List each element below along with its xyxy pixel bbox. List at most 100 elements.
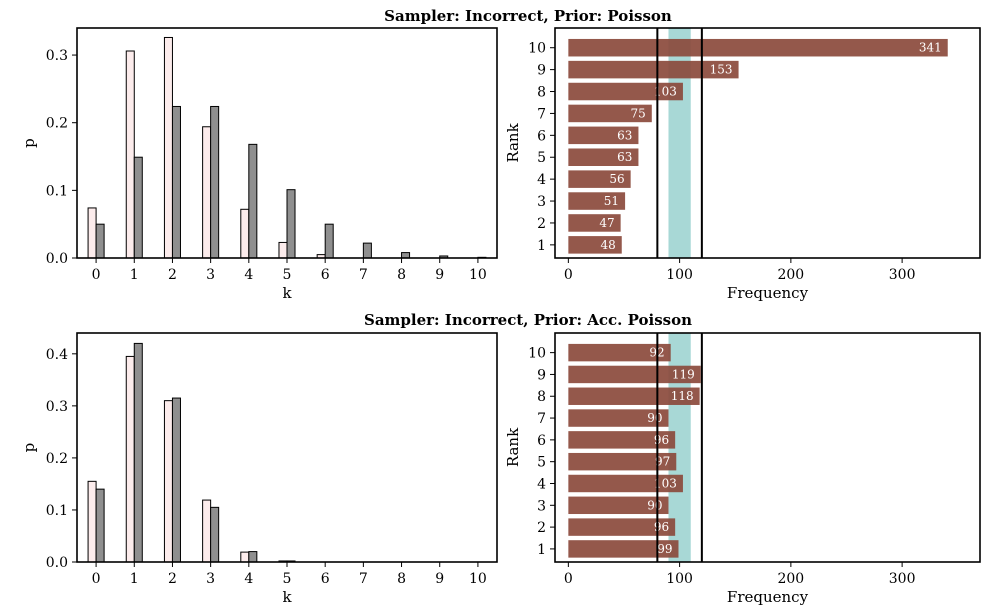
rank-ytick-label: 8: [537, 85, 546, 101]
pmf-bar-s0-k0: [87, 480, 97, 563]
pmf-xtick-label: 7: [359, 267, 368, 283]
pmf-xtick-label: 9: [435, 267, 444, 283]
rank-ytick-label: 6: [537, 128, 546, 144]
rank-ylabel: Rank: [504, 427, 522, 467]
pmf-xtick-label: 4: [244, 571, 253, 587]
pmf-xtick-label: 10: [469, 571, 487, 587]
rank-ytick-label: 2: [537, 520, 546, 536]
pmf-ytick-label: 0.0: [46, 555, 68, 571]
rank-bar-4: [568, 170, 631, 188]
pmf-ytick-label: 0.3: [46, 399, 68, 415]
pmf-ytick-label: 0.2: [46, 116, 68, 132]
rank-bar-8: [568, 82, 683, 101]
pmf-xtick-label: 7: [359, 571, 368, 587]
rank-bar-10: [568, 343, 671, 362]
pmf-bar-s1-k8: [401, 252, 411, 259]
pmf-bar-s0-k1: [125, 50, 135, 259]
pmf-xtick-label: 10: [469, 267, 487, 283]
pmf-xlabel: k: [282, 284, 292, 302]
rank-ytick-label: 10: [528, 346, 546, 362]
rank-bar-4: [568, 474, 683, 493]
rank-ylabel: Rank: [504, 122, 522, 162]
rank-bar-label: 56: [609, 172, 624, 186]
rank-bar-5: [568, 452, 677, 471]
chart-title: Sampler: Incorrect, Prior: Poisson: [384, 7, 672, 25]
rank-ytick-label: 8: [537, 389, 546, 405]
rank-bar-3: [568, 496, 669, 515]
pmf-xtick-label: 4: [244, 267, 253, 283]
chart-row1: Sampler: Incorrect, Prior: Poisson 0 1 2 3 4 5…: [20, 7, 981, 302]
rank-ytick-label: 6: [537, 433, 546, 449]
chart-title: Sampler: Incorrect, Prior: Acc. Poisson: [364, 311, 692, 329]
pmf-bar-s1-k1: [133, 342, 143, 563]
rank-bar-7: [568, 409, 669, 427]
rank-ytick-label: 1: [537, 542, 546, 558]
rank-bar-label: 96: [654, 520, 669, 534]
pmf-xtick-label: 3: [206, 267, 215, 283]
rank-xtick-label: 0: [564, 571, 573, 587]
pmf-panel: 0 1 2 3 4 5 6 7 8 9 10 0.0 0.1 0.2 0.3 k p: [20, 27, 498, 302]
rank-bar-2: [568, 518, 676, 536]
pmf-bar-s1-k7: [362, 242, 372, 259]
pmf-bar-s1-k5: [286, 189, 296, 259]
pmf-xlabel: k: [282, 588, 292, 606]
rank-bar-label: 103: [654, 85, 677, 99]
rank-bar-label: 341: [919, 41, 942, 55]
rank-ytick-label: 9: [537, 63, 546, 79]
pmf-xtick-label: 2: [168, 267, 177, 283]
rank-xtick-label: 100: [666, 571, 693, 587]
pmf-bar-s0-k3: [202, 126, 212, 259]
pmf-ytick-label: 0.1: [46, 503, 68, 519]
rank-bar-label: 90: [647, 411, 662, 425]
rank-bar-3: [568, 192, 626, 210]
pmf-xtick-label: 0: [92, 571, 101, 587]
rank-xtick-label: 300: [889, 571, 916, 587]
pmf-xtick-label: 8: [397, 267, 406, 283]
rank-xlabel: Frequency: [727, 588, 809, 606]
rank-bar-9: [568, 365, 701, 384]
rank-bar-label: 119: [672, 367, 695, 381]
rank-bar-label: 51: [604, 194, 619, 208]
pmf-bar-s0-k4: [240, 208, 250, 259]
pmf-ytick-label: 0.1: [46, 183, 68, 199]
rank-ytick-label: 5: [537, 455, 546, 471]
pmf-ylabel: p: [20, 443, 38, 453]
rank-ytick-label: 2: [537, 216, 546, 232]
rank-ytick-label: 7: [537, 106, 546, 122]
pmf-xtick-label: 5: [283, 267, 292, 283]
pmf-xtick-label: 6: [321, 571, 330, 587]
rank-xtick-label: 300: [889, 267, 916, 283]
rank-panel: 9996901039796901181199212345678910010020…: [504, 332, 981, 606]
rank-bar-label: 75: [631, 106, 646, 120]
pmf-xtick-label: 3: [206, 571, 215, 587]
pmf-xtick-label: 9: [435, 571, 444, 587]
pmf-bar-s1-k0: [95, 488, 105, 563]
pmf-bar-s0-k1: [125, 355, 135, 563]
rank-bar-5: [568, 148, 639, 166]
rank-bar-9: [568, 60, 739, 79]
pmf-ytick-label: 0.0: [46, 251, 68, 267]
rank-ytick-label: 4: [537, 476, 546, 492]
pmf-ylabel: p: [20, 138, 38, 148]
pmf-xtick-label: 1: [130, 571, 139, 587]
rank-bar-label: 63: [617, 150, 632, 164]
rank-bar-label: 118: [671, 389, 694, 403]
rank-bar-6: [568, 126, 639, 145]
pmf-bar-s1-k0: [95, 223, 105, 259]
rank-ytick-label: 9: [537, 367, 546, 383]
rank-bar-2: [568, 214, 621, 232]
rank-bar-label: 103: [654, 476, 677, 490]
pmf-ytick-label: 0.3: [46, 48, 68, 64]
pmf-xtick-label: 6: [321, 267, 330, 283]
pmf-bar-s0-k4: [240, 551, 250, 563]
pmf-bar-s1-k2: [171, 397, 181, 563]
rank-ytick-label: 3: [537, 194, 546, 210]
rank-bar-1: [568, 236, 622, 254]
pmf-ytick-label: 0.4: [46, 347, 68, 363]
rank-ytick-label: 4: [537, 172, 546, 188]
rank-bar-label: 153: [710, 63, 733, 77]
rank-xtick-label: 0: [564, 267, 573, 283]
pmf-xtick-label: 5: [283, 571, 292, 587]
